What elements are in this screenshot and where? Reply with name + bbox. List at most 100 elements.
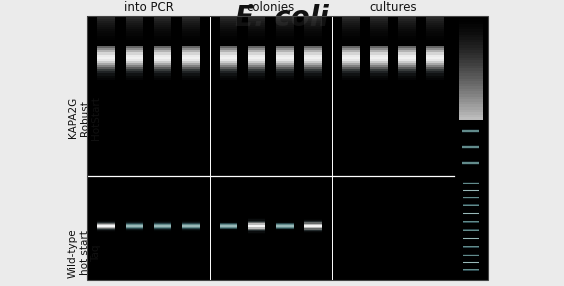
Bar [98, 218, 115, 219]
Bar [98, 31, 115, 33]
Bar [426, 38, 444, 40]
Bar [398, 59, 416, 61]
Bar [126, 225, 143, 226]
Bar [126, 220, 143, 221]
Bar [370, 55, 387, 57]
Bar [398, 69, 416, 72]
Bar [370, 57, 387, 59]
Bar [370, 65, 387, 67]
Bar [153, 65, 171, 67]
Bar [370, 59, 387, 61]
Bar [276, 61, 294, 63]
Bar [462, 144, 479, 145]
Bar [276, 69, 294, 72]
Bar [459, 115, 483, 117]
Bar [276, 219, 294, 220]
Bar [219, 42, 237, 44]
Bar [459, 40, 483, 42]
Bar [182, 57, 200, 59]
Bar [219, 57, 237, 59]
Bar [182, 29, 200, 31]
Bar [182, 40, 200, 42]
Bar [462, 149, 479, 150]
Bar [398, 76, 416, 78]
Bar [370, 63, 387, 65]
Bar [248, 63, 266, 65]
Bar [398, 21, 416, 23]
Bar [219, 38, 237, 40]
Bar [182, 69, 200, 72]
Bar [219, 232, 237, 233]
Bar [126, 67, 143, 69]
Bar [342, 65, 359, 67]
Bar [459, 107, 483, 110]
Bar [276, 220, 294, 221]
Bar [462, 165, 479, 166]
Bar [304, 231, 321, 232]
Bar [370, 76, 387, 78]
Bar [248, 231, 266, 233]
Bar [182, 44, 200, 46]
Bar [182, 78, 200, 80]
Bar [304, 42, 321, 44]
Bar [248, 221, 266, 222]
Bar [153, 48, 171, 50]
Bar [342, 78, 359, 80]
Bar [426, 48, 444, 50]
Bar [153, 227, 171, 228]
Bar [98, 19, 115, 21]
Bar [276, 59, 294, 61]
Bar [304, 225, 321, 226]
Bar [276, 35, 294, 38]
Bar [276, 74, 294, 76]
Bar [370, 78, 387, 80]
Bar [426, 78, 444, 80]
Bar [182, 226, 200, 227]
Bar [304, 76, 321, 78]
Bar [459, 76, 483, 79]
Bar [342, 74, 359, 76]
Bar [126, 57, 143, 59]
Bar [342, 19, 359, 21]
Bar [304, 233, 321, 234]
Bar [248, 55, 266, 57]
Bar [126, 29, 143, 31]
Bar [153, 233, 171, 234]
Bar [248, 223, 266, 225]
Bar [398, 50, 416, 52]
Bar [248, 218, 266, 219]
Bar [426, 57, 444, 59]
Bar [219, 219, 237, 220]
Bar [126, 222, 143, 223]
Bar [304, 74, 321, 76]
Bar [182, 76, 200, 78]
Bar [304, 217, 321, 218]
Bar [304, 55, 321, 57]
Bar [248, 226, 266, 227]
Bar [426, 61, 444, 63]
Bar [459, 81, 483, 84]
Bar [426, 44, 444, 46]
Bar [98, 225, 115, 226]
Bar [153, 72, 171, 74]
Bar [304, 223, 321, 224]
Bar [153, 27, 171, 29]
Bar [153, 230, 171, 231]
Bar [276, 33, 294, 35]
Bar [304, 29, 321, 31]
Bar [98, 229, 115, 230]
Bar [426, 33, 444, 35]
Bar [126, 227, 143, 228]
Bar [153, 76, 171, 78]
Bar [304, 59, 321, 61]
Bar [98, 78, 115, 80]
Bar [459, 45, 483, 47]
Bar [219, 229, 237, 230]
Bar [370, 25, 387, 27]
Bar [370, 23, 387, 25]
Bar [454, 16, 488, 280]
Bar [276, 50, 294, 52]
Bar [462, 148, 479, 149]
Bar [398, 40, 416, 42]
Bar [153, 78, 171, 80]
